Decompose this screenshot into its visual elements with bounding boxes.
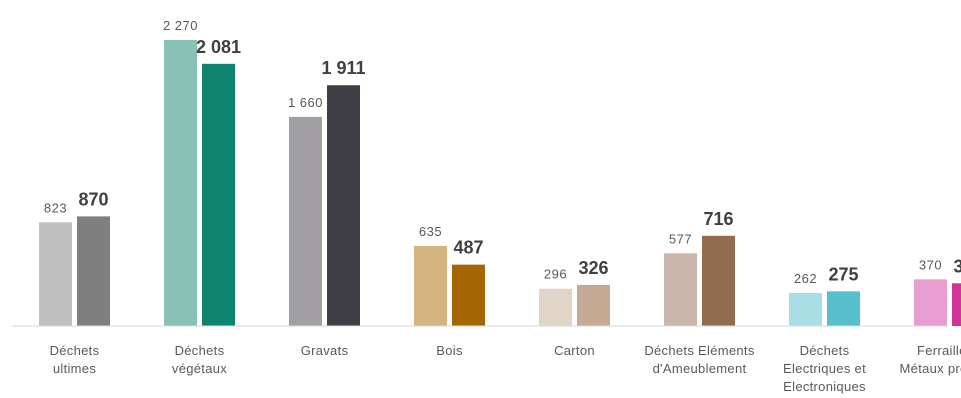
data-label-series2-5: 716 [703, 209, 733, 229]
bar-series2-4 [577, 284, 610, 326]
data-label-series2-2: 1 911 [321, 58, 365, 78]
category-label-6-line-0: Déchets [800, 343, 850, 358]
data-label-series2-7: 339 [953, 256, 961, 276]
data-label-series1-0: 823 [44, 200, 67, 215]
data-label-series2-4: 326 [578, 258, 608, 278]
data-label-series1-5: 577 [669, 231, 692, 246]
bar-series2-3 [452, 264, 485, 326]
data-label-series2-6: 275 [828, 264, 858, 284]
bar-series1-0 [39, 222, 72, 326]
category-label-6-line-2: Electroniques [783, 379, 866, 394]
category-label-1-line-0: Déchets [175, 343, 225, 358]
bar-series1-5 [664, 253, 697, 326]
data-label-series1-4: 296 [544, 267, 567, 282]
bar-series1-6 [789, 292, 822, 326]
data-label-series2-1: 2 081 [196, 37, 241, 57]
category-label-0-line-1: ultimes [53, 361, 96, 376]
data-label-series1-1: 2 270 [163, 18, 198, 33]
category-label-3-line-0: Bois [436, 343, 463, 358]
category-label-5-line-1: d'Ameublement [653, 361, 747, 376]
bar-series1-1 [164, 40, 197, 326]
category-label-0-line-0: Déchets [50, 343, 100, 358]
bar-series2-2 [327, 85, 360, 326]
category-label-5-line-0: Déchets Eléments [644, 343, 754, 358]
bar-series1-7 [914, 279, 947, 326]
bar-series2-7 [952, 283, 961, 326]
value-labels-group: 823 870 2 270 2 081 1 660 1 911 635 487 296 326 57… [44, 18, 961, 286]
category-label-4-line-0: Carton [554, 343, 595, 358]
category-label-7-line-0: Ferraille et [917, 343, 961, 358]
data-label-series2-3: 487 [453, 238, 483, 258]
bar-series2-0 [77, 216, 110, 326]
bar-series2-6 [827, 291, 860, 326]
category-labels-group: Déchets ultimes Déchets végétaux Gravats Bois… [50, 343, 961, 394]
data-label-series1-2: 1 660 [288, 95, 323, 110]
bars-group [39, 40, 961, 327]
data-label-series1-7: 370 [919, 257, 942, 272]
category-label-1-line-1: végétaux [172, 361, 227, 376]
data-label-series1-6: 262 [794, 271, 817, 286]
category-label-6-line-1: Electriques et [783, 361, 866, 376]
bar-series2-1 [202, 63, 235, 326]
category-label-7-line-1: Métaux précieux [900, 361, 961, 376]
bar-series1-4 [539, 288, 572, 326]
category-label-2-line-0: Gravats [301, 343, 349, 358]
data-label-series2-0: 870 [78, 189, 108, 209]
bar-series2-5 [702, 235, 735, 326]
bar-series1-2 [289, 116, 322, 327]
bar-series1-3 [414, 245, 447, 326]
data-label-series1-3: 635 [419, 224, 442, 239]
